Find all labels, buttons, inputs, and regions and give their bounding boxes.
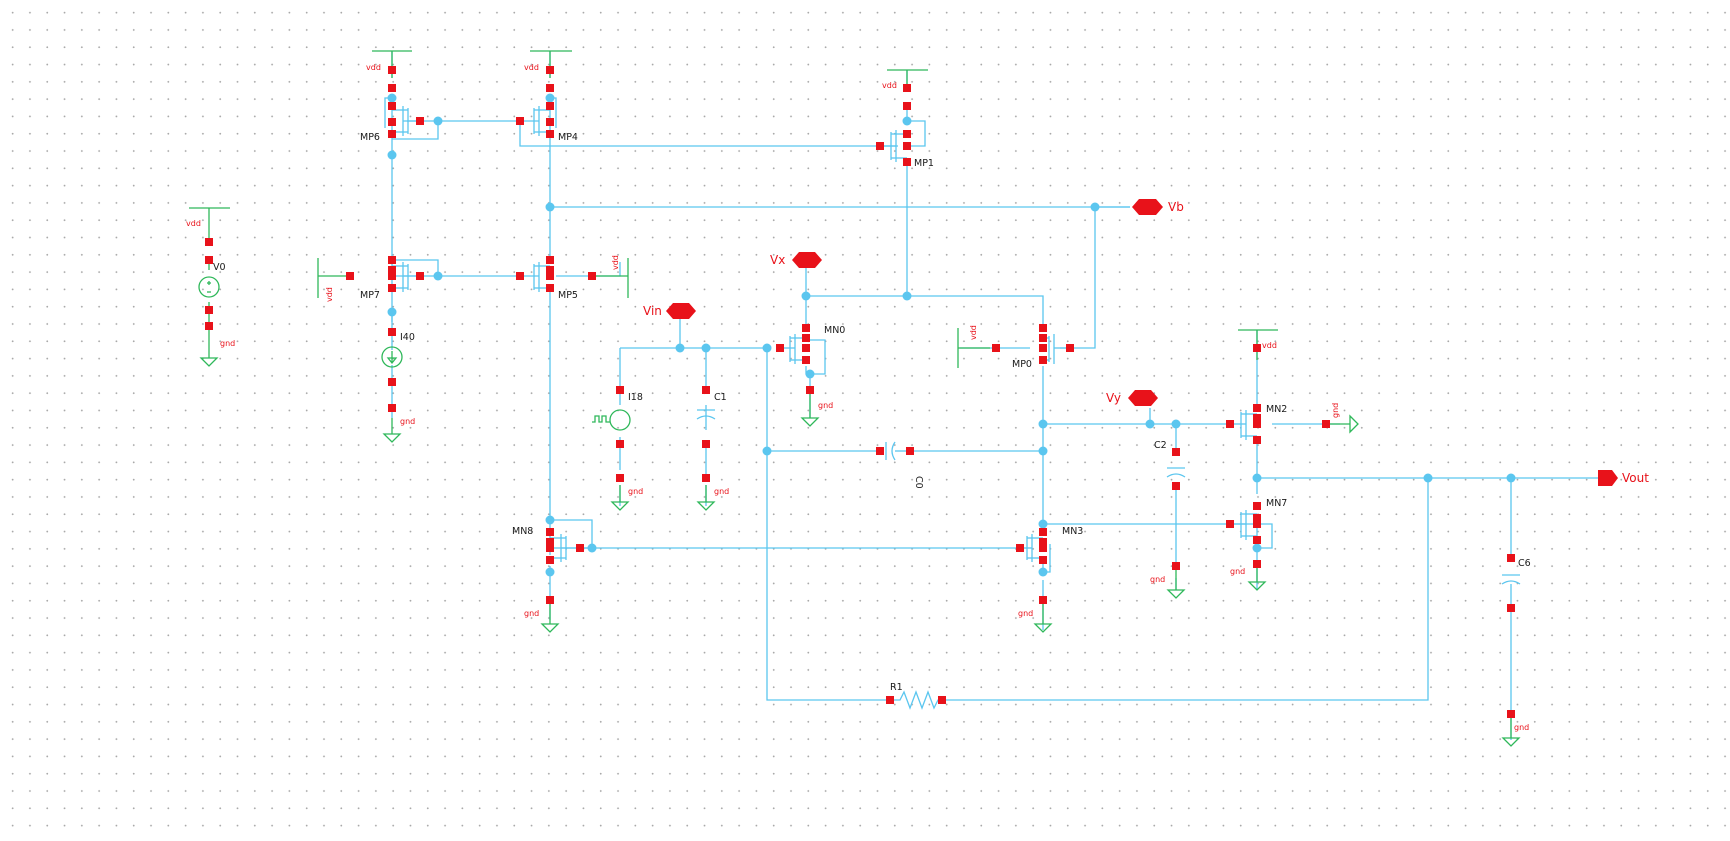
gnd-symbol-c1 — [696, 485, 716, 511]
v0-voltage-source — [198, 276, 220, 298]
gnd-symbol-mn8 — [540, 600, 560, 633]
c6-label: C6 — [1518, 558, 1531, 569]
vdd-label: vdd — [366, 63, 381, 72]
net-labels: vdd vdd vdd vdd vdd vdd vdd vdd gnd gnd … — [186, 63, 1529, 732]
vdd-label: vdd — [1262, 341, 1277, 350]
vb-port-label: Vb — [1168, 200, 1184, 214]
mp7-label: MP7 — [360, 290, 380, 301]
vy-port-label: Vy — [1106, 391, 1121, 405]
r1-resistor — [890, 690, 945, 710]
mn8-label: MN8 — [512, 526, 533, 537]
vx-port-label: Vx — [770, 253, 785, 267]
mp0-transistor — [1043, 334, 1070, 364]
pins — [205, 66, 1515, 718]
c0-label: C0 — [913, 476, 924, 489]
v0-label: V0 — [213, 262, 226, 273]
vdd-label: vdd — [882, 81, 897, 90]
vdd-label: vdd — [186, 219, 201, 228]
gnd-symbol-mn0 — [800, 390, 820, 427]
sources-and-passives — [198, 276, 1521, 710]
gnd-label: gnd — [818, 401, 833, 410]
vin-port: Vin — [643, 303, 696, 319]
c1-capacitor — [696, 409, 716, 420]
gnd-symbol-i40 — [382, 418, 402, 443]
device-labels: MP6 MP4 MP1 MP7 MP5 MN0 MP0 MN2 MN7 MN8 … — [213, 132, 1531, 693]
mn7-transistor — [1230, 510, 1257, 540]
c2-capacitor — [1166, 467, 1186, 478]
gnd-symbol-i18 — [610, 485, 630, 511]
mp4-label: MP4 — [558, 132, 578, 143]
vy-port: Vy — [1106, 390, 1158, 406]
mn3-label: MN3 — [1062, 526, 1083, 537]
gnd-symbol-v0 — [199, 350, 219, 367]
gnd-symbol-c6 — [1501, 715, 1521, 747]
vb-port: Vb — [1095, 199, 1184, 215]
c2-label: C2 — [1154, 440, 1167, 451]
wires — [384, 51, 1600, 740]
mn0-label: MN0 — [824, 325, 845, 336]
mp4-transistor — [520, 106, 550, 136]
gnd-label: gnd — [524, 609, 539, 618]
c1-label: C1 — [714, 392, 727, 403]
mp7-transistor — [392, 262, 420, 292]
i40-label: I40 — [400, 332, 415, 343]
i18-label: I18 — [628, 392, 643, 403]
c6-capacitor — [1501, 574, 1521, 602]
mp5-transistor — [520, 262, 550, 292]
mp1-transistor — [880, 130, 907, 162]
r1-label: R1 — [890, 682, 903, 693]
mp5-label: MP5 — [558, 290, 578, 301]
gnd-label: gnd — [1150, 575, 1165, 584]
gnd-label: gnd — [1331, 403, 1340, 418]
gnd-label: gnd — [1514, 723, 1529, 732]
gnd-label: gnd — [1230, 567, 1245, 576]
gnd-label: gnd — [400, 417, 415, 426]
mp6-transistor — [392, 106, 420, 136]
vdd-label: vdd — [325, 287, 334, 302]
vx-port: Vx — [770, 252, 822, 268]
vin-port-label: Vin — [643, 304, 662, 318]
mn7-label: MN7 — [1266, 498, 1287, 509]
vout-port-label: Vout — [1622, 471, 1649, 485]
mn2-label: MN2 — [1266, 404, 1287, 415]
gnd-label: gnd — [628, 487, 643, 496]
i40-current-source — [381, 346, 403, 368]
gnd-label: gnd — [220, 339, 235, 348]
mp1-label: MP1 — [914, 158, 934, 169]
mp0-label: MP0 — [1012, 359, 1032, 370]
vdd-label: vdd — [524, 63, 539, 72]
gnd-label: gnd — [714, 487, 729, 496]
vdd-label: vdd — [969, 325, 978, 340]
junction-dots — [387, 93, 1516, 577]
c0-capacitor — [885, 441, 906, 461]
vout-port: Vout — [1598, 470, 1649, 486]
mp6-label: MP6 — [360, 132, 380, 143]
i18-pulse-source — [592, 409, 631, 431]
gnd-label: gnd — [1018, 609, 1033, 618]
vdd-label: vdd — [611, 255, 620, 270]
gnd-symbol-c2 — [1166, 570, 1186, 599]
mn2-transistor — [1230, 410, 1257, 440]
